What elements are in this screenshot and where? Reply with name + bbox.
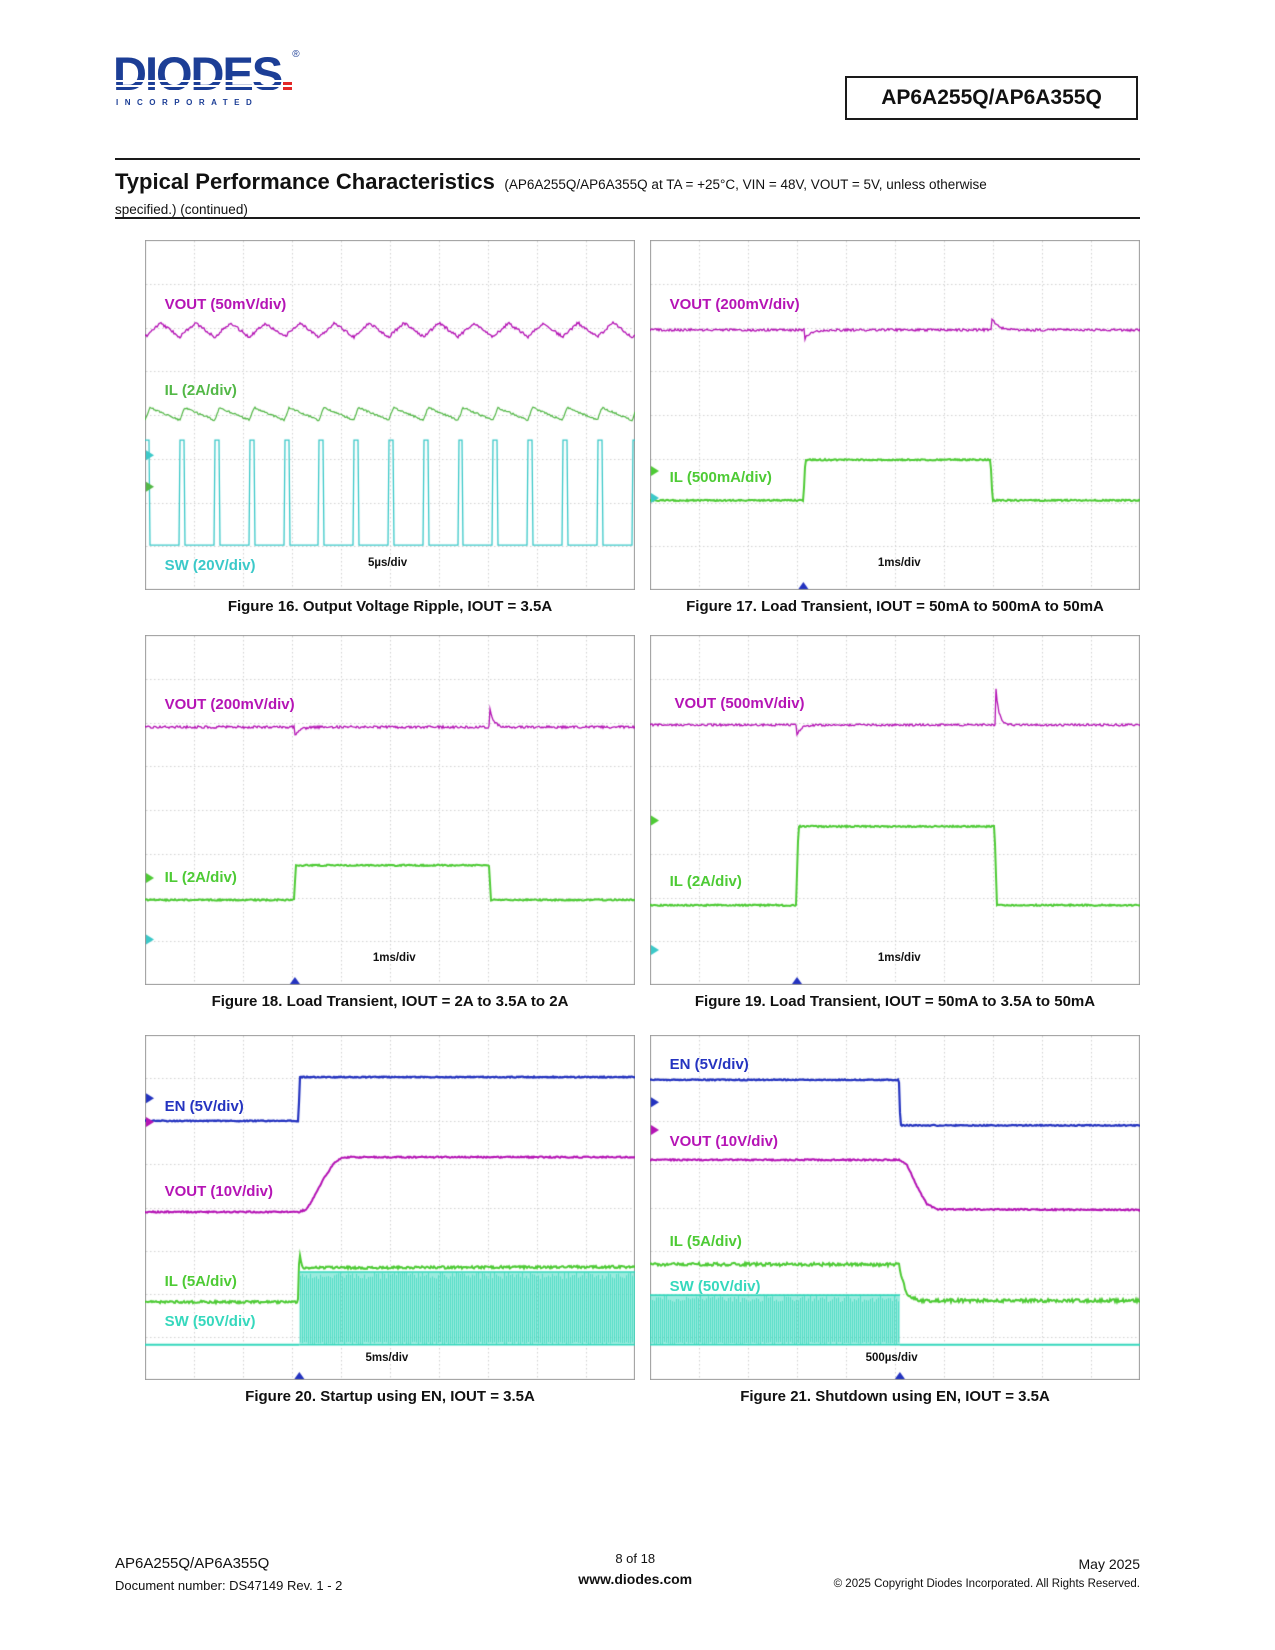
figure-16: VOUT (50mV/div) IL (2A/div) SW (20V/div) 5µ… <box>145 240 635 615</box>
footer-part-number: AP6A255Q/AP6A355Q <box>115 1555 270 1572</box>
trace-label: SW (50V/div) <box>164 1312 256 1330</box>
footer-center: 8 of 18 www.diodes.com <box>578 1549 692 1590</box>
logo-text: DIODES <box>113 47 283 100</box>
trace-label: VOUT (500mV/div) <box>674 694 805 712</box>
footer-right: May 2025 © 2025 Copyright Diodes Incorpo… <box>834 1553 1140 1594</box>
trace-label: IL (2A/div) <box>164 868 237 886</box>
oscilloscope-plot-17: VOUT (200mV/div) IL (500mA/div) 1ms/div <box>650 240 1140 590</box>
figure-17-caption: Figure 17. Load Transient, IOUT = 50mA t… <box>686 598 1104 615</box>
timebase-label: 500µs/div <box>865 1352 918 1365</box>
figure-19: VOUT (500mV/div) IL (2A/div) 1ms/div Figur… <box>650 635 1140 1010</box>
footer-page-number: 8 of 18 <box>615 1551 656 1566</box>
part-number-box: AP6A255Q/AP6A355Q <box>845 76 1138 120</box>
timebase-label: 5µs/div <box>367 556 408 569</box>
oscilloscope-plot-16: VOUT (50mV/div) IL (2A/div) SW (20V/div) 5µ… <box>145 240 635 590</box>
timebase-label: 1ms/div <box>877 556 921 569</box>
timebase-label: 5ms/div <box>365 1352 409 1365</box>
trace-label: SW (20V/div) <box>164 556 256 574</box>
figure-18: VOUT (200mV/div) IL (2A/div) 1ms/div Figur… <box>145 635 635 1010</box>
title-rule <box>115 217 1140 219</box>
conditions-text-line1: (AP6A255Q/AP6A355Q at TA = +25°C, VIN = … <box>504 177 987 192</box>
figure-18-caption: Figure 18. Load Transient, IOUT = 2A to … <box>211 993 569 1010</box>
logo-red-dot <box>283 81 293 90</box>
registered-mark-icon: ® <box>292 49 300 60</box>
trace-label: VOUT (50mV/div) <box>164 296 287 313</box>
trace-label: VOUT (10V/div) <box>164 1182 273 1200</box>
oscilloscope-plot-18: VOUT (200mV/div) IL (2A/div) 1ms/div <box>145 635 635 985</box>
scope-canvas <box>650 635 1140 985</box>
figure-16-caption: Figure 16. Output Voltage Ripple, IOUT =… <box>227 598 553 615</box>
figure-17: VOUT (200mV/div) IL (500mA/div) 1ms/div Fi… <box>650 240 1140 615</box>
figure-21-caption: Figure 21. Shutdown using EN, IOUT = 3.5… <box>740 1388 1050 1405</box>
footer-left: AP6A255Q/AP6A355Q Document number: DS471… <box>115 1553 342 1595</box>
figure-20-caption: Figure 20. Startup using EN, IOUT = 3.5A <box>245 1388 535 1405</box>
scope-canvas <box>145 240 635 590</box>
trace-label: IL (5A/div) <box>669 1232 742 1250</box>
figure-20: EN (5V/div) VOUT (10V/div) IL (5A/div) SW (… <box>145 1035 635 1405</box>
trace-label: IL (2A/div) <box>669 873 742 890</box>
trace-label: VOUT (10V/div) <box>669 1132 778 1150</box>
section-heading: Typical Performance Characteristics <box>115 169 495 194</box>
conditions-text-line2: specified.) (continued) <box>115 201 248 217</box>
trace-label: EN (5V/div) <box>669 1055 749 1073</box>
scope-canvas <box>145 635 635 985</box>
oscilloscope-plot-20: EN (5V/div) VOUT (10V/div) IL (5A/div) SW (… <box>145 1035 635 1380</box>
trace-label: SW (50V/div) <box>669 1277 761 1295</box>
oscilloscope-plot-19: VOUT (500mV/div) IL (2A/div) 1ms/div <box>650 635 1140 985</box>
trace-label: IL (500mA/div) <box>669 469 772 487</box>
oscilloscope-plot-21: EN (5V/div) VOUT (10V/div) IL (5A/div) SW (… <box>650 1035 1140 1380</box>
trace-label: IL (2A/div) <box>164 381 237 399</box>
header-rule <box>115 158 1140 160</box>
figure-21: EN (5V/div) VOUT (10V/div) IL (5A/div) SW (… <box>650 1035 1140 1405</box>
scope-canvas <box>650 1035 1140 1380</box>
footer-date: May 2025 <box>1078 1556 1140 1572</box>
section-title: Typical Performance Characteristics (AP6… <box>115 166 1145 221</box>
logo-subtext: INCORPORATED <box>116 98 259 107</box>
trace-label: EN (5V/div) <box>164 1097 244 1115</box>
trace-label: VOUT (200mV/div) <box>669 296 800 313</box>
scope-canvas <box>650 240 1140 590</box>
timebase-label: 1ms/div <box>372 951 416 964</box>
figure-19-caption: Figure 19. Load Transient, IOUT = 50mA t… <box>694 993 1096 1010</box>
footer-document-number: Document number: DS47149 Rev. 1 - 2 <box>115 1577 343 1593</box>
footer-website-link[interactable]: www.diodes.com <box>578 1570 693 1587</box>
footer-copyright: © 2025 Copyright Diodes Incorporated. Al… <box>833 1578 1140 1591</box>
trace-label: IL (5A/div) <box>164 1273 237 1291</box>
timebase-label: 1ms/div <box>877 951 921 964</box>
scope-canvas <box>145 1035 635 1380</box>
trace-label: VOUT (200mV/div) <box>164 696 295 714</box>
diodes-logo: DIODES ® INCORPORATED <box>113 47 303 107</box>
